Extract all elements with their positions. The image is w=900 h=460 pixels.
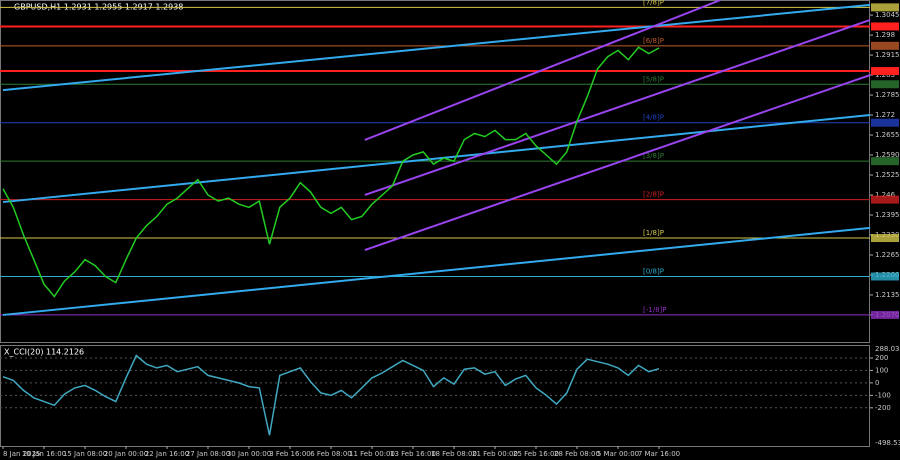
- y-tick-label: 0: [875, 379, 879, 387]
- level-price-box: [871, 118, 899, 127]
- y-tick-label: 1.298: [875, 31, 895, 39]
- x-tick-label: 18 Feb 08:00: [431, 450, 477, 458]
- level-price-box: [871, 157, 899, 166]
- y-tick-label: 1.2785: [875, 91, 900, 99]
- level-price-box: [871, 80, 899, 89]
- level-label: [5/8]P: [643, 75, 664, 83]
- trend-line: [364, 19, 871, 196]
- level-price-box: [871, 195, 899, 204]
- trend-line: [2, 226, 871, 316]
- y-tick-label: 200: [875, 354, 888, 362]
- level-label: [7/8]P: [643, 0, 664, 6]
- level-label: [3/8]P: [643, 152, 664, 160]
- x-tick-label: 25 Feb 16:00: [513, 450, 559, 458]
- y-limit-label: 288.0311: [875, 345, 900, 353]
- x-tick-label: 10 Jan 16:00: [22, 450, 66, 458]
- y-tick-label: -100: [875, 391, 891, 399]
- level-label: [1/8]P: [643, 229, 664, 237]
- series-line: [2, 354, 660, 436]
- x-tick-label: 21 Feb 00:00: [472, 450, 518, 458]
- resistance-price-box: [871, 22, 899, 31]
- resistance-price-box: [871, 67, 899, 76]
- level-label: [0/8]P: [643, 267, 664, 275]
- x-tick-label: 6 Feb 08:00: [310, 450, 351, 458]
- x-tick-label: 28 Feb 08:00: [554, 450, 600, 458]
- x-tick-label: 30 Jan 00:00: [227, 450, 271, 458]
- trend-line: [364, 74, 871, 251]
- y-tick-label: 1.2265: [875, 251, 900, 259]
- y-tick-label: 1.2590: [875, 151, 900, 159]
- y-tick-label: 1.2525: [875, 171, 900, 179]
- level-label: [-1/8]P: [643, 306, 666, 314]
- x-tick-label: 8 Jan 2025: [3, 450, 41, 458]
- level-label: [2/8]P: [643, 191, 664, 199]
- x-tick-label: 15 Jan 08:00: [63, 450, 107, 458]
- x-tick-label: 22 Jan 16:00: [145, 450, 189, 458]
- y-limit-label: -498.5386: [875, 439, 900, 447]
- y-tick-label: 100: [875, 366, 888, 374]
- y-tick-label: 1.2135: [875, 291, 900, 299]
- level-price-box: [871, 3, 899, 12]
- cci-frame: [0, 345, 870, 447]
- level-price-box: [871, 41, 899, 50]
- level-label: [6/8]P: [643, 37, 664, 45]
- level-price-box: [871, 272, 899, 281]
- main-frame: [0, 0, 870, 343]
- trend-line: [2, 3, 871, 92]
- y-tick-label: 1.2915: [875, 51, 900, 59]
- y-tick-label: 1.2395: [875, 211, 900, 219]
- x-tick-label: 20 Jan 00:00: [104, 450, 148, 458]
- y-tick-label: 1.3045: [875, 11, 900, 19]
- y-tick-label: -200: [875, 404, 891, 412]
- y-tick-label: 1.272: [875, 111, 895, 119]
- x-tick-label: 7 Mar 16:00: [638, 450, 680, 458]
- trend-line: [2, 114, 871, 204]
- cci-title: X_CCI(20) 114.2126: [4, 348, 84, 357]
- x-tick-label: 13 Feb 16:00: [390, 450, 436, 458]
- x-tick-label: 5 Mar 00:00: [597, 450, 639, 458]
- level-label: [4/8]P: [643, 114, 664, 122]
- y-tick-label: 1.246: [875, 191, 896, 199]
- y-tick-label: 1.2655: [875, 131, 900, 139]
- x-tick-label: 11 Feb 00:00: [349, 450, 395, 458]
- x-tick-label: 27 Jan 08:00: [186, 450, 230, 458]
- level-price-box: [871, 310, 899, 319]
- trend-line: [364, 0, 721, 141]
- level-price-box: [871, 234, 899, 243]
- x-tick-label: 3 Feb 16:00: [269, 450, 310, 458]
- series-line: [2, 46, 660, 298]
